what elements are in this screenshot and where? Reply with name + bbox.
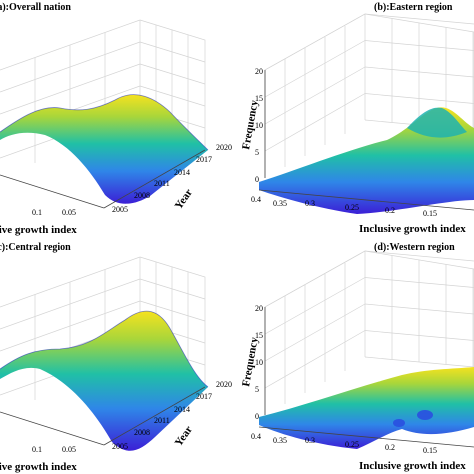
surface-bump	[417, 410, 433, 420]
z-tick-label: 20	[255, 67, 263, 76]
panel-title-a: (a):Overall nation	[0, 2, 71, 13]
y-tick-label: 2020	[216, 380, 232, 389]
surface-peak	[407, 107, 467, 138]
y-tick-label: 2014	[174, 405, 190, 414]
grid-line	[264, 13, 366, 71]
grid-line	[139, 278, 206, 300]
x-tick-label: 0.3	[305, 436, 315, 445]
grid-line	[264, 330, 366, 389]
grid-line	[364, 93, 474, 104]
grid-line	[139, 41, 206, 63]
x-tick-label: 0.4	[251, 432, 261, 441]
grid-line	[264, 66, 366, 125]
panel-title-d: (d):Western region	[374, 242, 455, 253]
x-axis-label: Inclusive growth index	[0, 224, 77, 236]
panel-title-b: (b):Eastern region	[374, 2, 453, 13]
chart-canvas-c: 2005 2008 2011 2014 2017 2020 0.1 0.05 Year Inclu…	[0, 256, 232, 473]
surface-ridge	[0, 310, 209, 388]
y-tick-label: 2017	[196, 392, 212, 401]
z-tick-label: 15	[255, 94, 263, 103]
grid-line	[364, 250, 474, 368]
y-tick-label: 2020	[216, 143, 232, 152]
y-tick-label: 2008	[134, 428, 150, 437]
grid-line	[364, 40, 474, 51]
y-tick-label: 2011	[154, 179, 170, 188]
y-axis-label: Year	[173, 424, 196, 449]
y-tick-label: 2017	[196, 155, 212, 164]
surface-bump	[393, 419, 405, 427]
surface-mesh	[0, 94, 208, 204]
x-tick-label: 0.25	[345, 440, 359, 449]
x-tick-label: 0.05	[62, 445, 76, 454]
x-tick-label: 0.35	[273, 436, 287, 445]
chart-panel-central-region: 2005 2008 2011 2014 2017 2020 0.1 0.05 Year Inclu…	[0, 237, 237, 474]
surface-mesh	[259, 367, 474, 449]
y-axis-label: Year	[173, 187, 196, 212]
grid-line	[264, 250, 366, 308]
y-tick-label: 2008	[134, 191, 150, 200]
grid-line	[364, 13, 474, 25]
y-axis-line	[103, 386, 206, 446]
x-axis-line	[258, 189, 474, 211]
x-tick-label: 0.4	[251, 195, 261, 204]
grid-line	[364, 66, 474, 78]
grid-line	[264, 93, 366, 152]
z-tick-label: 0	[255, 175, 259, 184]
chart-panel-eastern-region: 0 5 10 15 20 0.4 0.35 0.3 0.25 0.2 0.15 Frequency In…	[237, 0, 474, 237]
surface-ridge	[0, 94, 209, 151]
x-tick-label: 0.3	[305, 199, 315, 208]
grid-group	[264, 13, 474, 178]
y-tick-label: 2005	[112, 442, 128, 451]
x-tick-label: 0.15	[423, 209, 437, 218]
x-axis-line	[258, 426, 474, 448]
grid-line	[139, 300, 206, 322]
grid-line	[264, 40, 366, 98]
z-tick-label: 5	[255, 385, 259, 394]
y-tick-label: 2014	[174, 168, 190, 177]
x-tick-label: 0.25	[345, 203, 359, 212]
x-tick-label: 0.2	[385, 443, 395, 452]
x-tick-label: 0.05	[62, 208, 76, 217]
z-tick-label: 5	[255, 148, 259, 157]
x-tick-label: 0.15	[423, 446, 437, 455]
y-tick-label: 2005	[112, 205, 128, 214]
z-tick-label: 10	[255, 358, 263, 367]
z-tick-label: 20	[255, 304, 263, 313]
y-tick-label: 2011	[154, 416, 170, 425]
chart-panel-overall-nation: 2005 2008 2011 2014 2017 2020 0.1 0.05 Year Inclu…	[0, 0, 237, 237]
x-tick-label: 0.2	[385, 206, 395, 215]
z-tick-label: 10	[255, 121, 263, 130]
grid-line	[139, 63, 206, 85]
surface-mesh	[0, 311, 208, 451]
grid-line	[364, 277, 474, 288]
grid-line	[264, 303, 366, 362]
grid-line	[364, 303, 474, 315]
x-tick-label: 0.1	[32, 208, 42, 217]
x-tick-label: 0.35	[273, 199, 287, 208]
chart-panel-western-region: 0 5 10 15 20 0.4 0.35 0.3 0.25 0.2 0.15 Frequency In…	[237, 237, 474, 474]
x-axis-label: Inclusive growth index	[359, 460, 466, 472]
z-tick-label: 0	[255, 412, 259, 421]
panel-title-c: (c):Central region	[0, 242, 71, 253]
grid-line	[139, 85, 206, 107]
grid-line	[364, 330, 474, 341]
chart-canvas-a: 2005 2008 2011 2014 2017 2020 0.1 0.05 Year Inclu…	[0, 19, 232, 236]
grid-line	[264, 277, 366, 335]
x-axis-label: Inclusive growth index	[0, 461, 77, 473]
y-axis-line	[103, 149, 206, 209]
x-tick-label: 0.1	[32, 445, 42, 454]
grid-line	[364, 250, 474, 262]
x-axis-line	[0, 411, 105, 446]
x-axis-label: Inclusive growth index	[359, 223, 466, 235]
z-tick-label: 15	[255, 331, 263, 340]
x-axis-line	[0, 174, 105, 209]
